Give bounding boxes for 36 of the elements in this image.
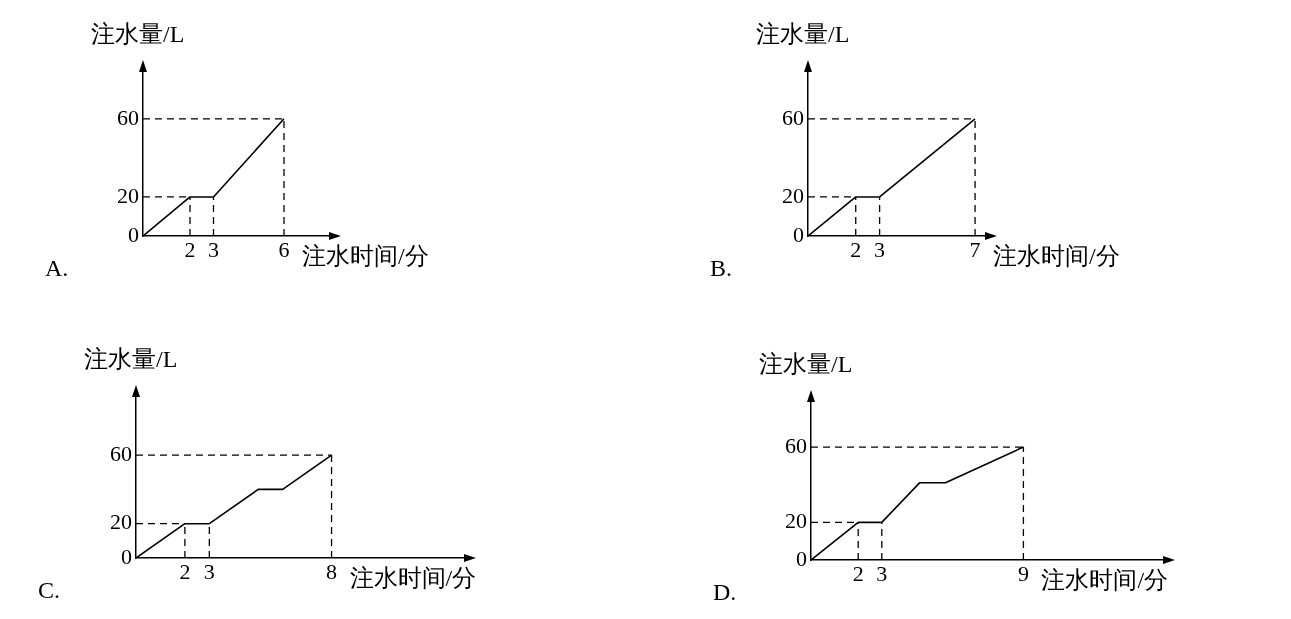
x-tick-label: 3 (203, 558, 215, 584)
x-tick-label: 8 (326, 558, 338, 584)
x-axis-title: 注水时间/分 (349, 565, 477, 592)
x-tick-label: 2 (850, 236, 862, 262)
x-tick-label: 2 (179, 558, 191, 584)
y-tick-label: 20 (117, 182, 139, 208)
x-axis-title: 注水时间/分 (1041, 567, 1169, 594)
x-tick-label: 7 (969, 236, 981, 262)
y-tick-label: 0 (796, 545, 807, 571)
x-tick-label: 3 (208, 236, 219, 262)
text: C. (38, 577, 61, 604)
x-tick-label: 6 (278, 236, 290, 262)
y-tick-label: 60 (785, 432, 807, 458)
x-tick-label: 3 (874, 236, 886, 262)
y-tick-label: 60 (782, 104, 804, 130)
text: A. (45, 255, 69, 282)
y-tick-label: 20 (110, 509, 132, 535)
x-tick-label: 9 (1017, 560, 1029, 586)
y-axis-title: 注水量/L (91, 21, 185, 48)
y-tick-label: 60 (117, 104, 139, 130)
x-axis-title: 注水时间/分 (302, 243, 429, 270)
x-tick-label: 2 (852, 560, 864, 586)
y-tick-label: 20 (782, 182, 804, 208)
y-axis-title: 注水量/L (759, 351, 853, 378)
y-axis-title: 注水量/L (84, 346, 178, 373)
x-tick-label: 2 (184, 236, 196, 262)
y-tick-label: 60 (110, 440, 132, 466)
y-tick-label: 0 (128, 221, 139, 247)
text: B. (710, 255, 733, 282)
text: D. (713, 579, 737, 606)
y-tick-label: 0 (121, 543, 132, 569)
x-axis-title: 注水时间/分 (993, 243, 1120, 270)
y-tick-label: 20 (785, 508, 807, 534)
x-tick-label: 3 (876, 560, 888, 586)
y-tick-label: 0 (793, 221, 804, 247)
y-axis-title: 注水量/L (756, 21, 850, 48)
